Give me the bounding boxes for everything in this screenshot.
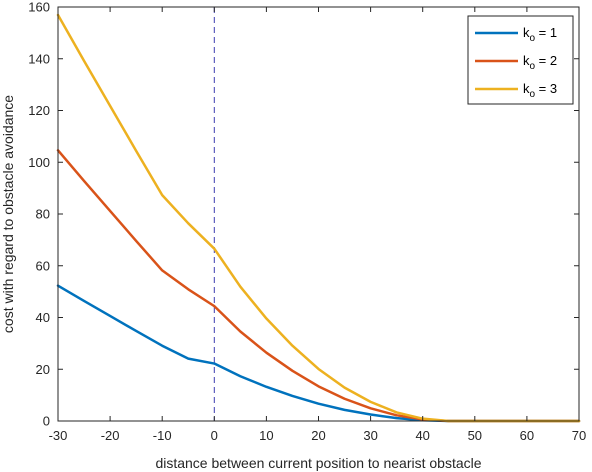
x-tick-label: -10	[153, 428, 172, 443]
x-axis-label: distance between current position to nea…	[155, 455, 481, 471]
y-tick-label: 100	[28, 155, 50, 170]
x-tick-label: 30	[363, 428, 377, 443]
x-tick-label: 70	[572, 428, 586, 443]
legend-label-2: ko = 2	[523, 53, 557, 72]
y-axis-label: cost with regard to obstacle avoidance	[0, 95, 16, 333]
y-tick-label: 80	[36, 207, 50, 222]
x-tick-label: 20	[311, 428, 325, 443]
ticks-layer: -30 -20 -10 0 10 20 30 40 50 60 70 0 20 40 60 80 100 120 1…	[28, 0, 586, 443]
y-tick-label: 160	[28, 0, 50, 15]
x-tick-label: -30	[49, 428, 68, 443]
x-tick-label: 40	[415, 428, 429, 443]
x-tick-label: -20	[101, 428, 120, 443]
legend-label-1: ko = 1	[523, 25, 557, 44]
y-tick-label: 120	[28, 103, 50, 118]
x-tick-label: 50	[468, 428, 482, 443]
x-tick-label: 0	[211, 428, 218, 443]
y-tick-label: 40	[36, 310, 50, 325]
x-tick-label: 60	[520, 428, 534, 443]
legend-label-3: ko = 3	[523, 81, 557, 100]
y-tick-label: 0	[43, 414, 50, 429]
x-tick-label: 10	[259, 428, 273, 443]
y-tick-label: 20	[36, 362, 50, 377]
y-tick-label: 60	[36, 258, 50, 273]
legend: ko = 1 ko = 2 ko = 3	[467, 15, 574, 105]
y-tick-label: 140	[28, 51, 50, 66]
